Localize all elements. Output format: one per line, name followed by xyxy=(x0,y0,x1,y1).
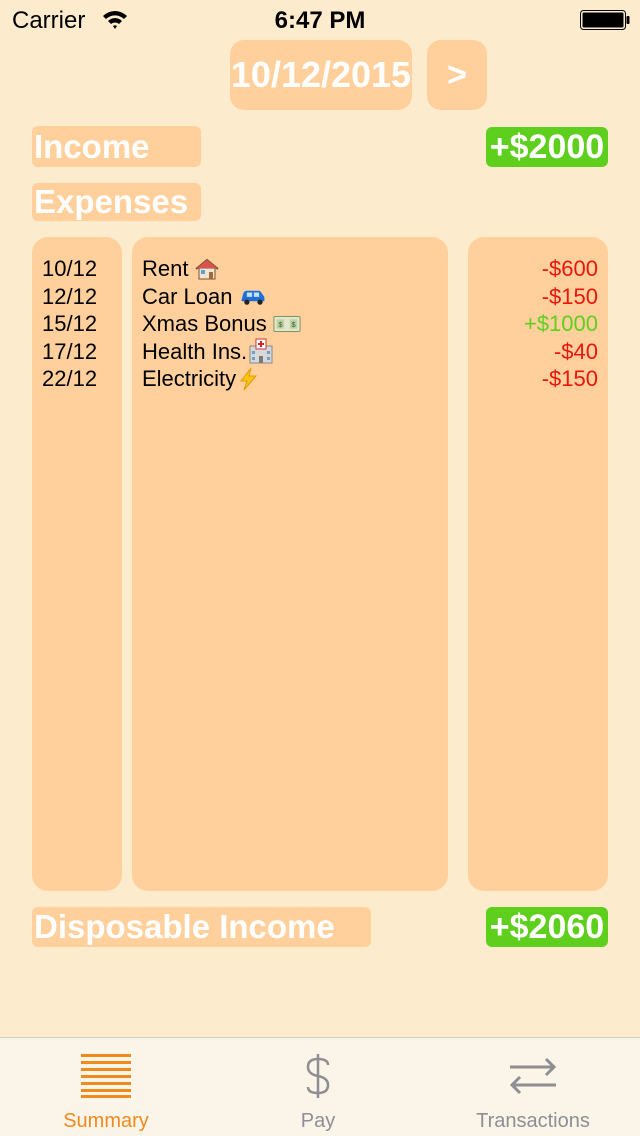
date-display[interactable]: 10/12/2015 xyxy=(230,40,412,110)
income-label: Income xyxy=(32,126,201,167)
tab-transactions[interactable]: Transactions xyxy=(443,1038,623,1136)
expense-amounts-column: -$600 -$150 +$1000 -$40 -$150 xyxy=(468,237,608,891)
tab-summary-label: Summary xyxy=(63,1110,149,1132)
expense-description: Health Ins. xyxy=(142,338,248,364)
house-icon xyxy=(194,257,222,281)
tab-bar: Summary Pay Transactions xyxy=(0,1037,640,1136)
car-icon xyxy=(239,284,267,308)
expenses-label: Expenses xyxy=(32,183,201,221)
list-item[interactable]: Car Loan xyxy=(142,283,448,311)
list-item[interactable]: Rent xyxy=(142,255,448,283)
tab-transactions-label: Transactions xyxy=(476,1110,590,1132)
hospital-icon xyxy=(247,338,275,364)
lightning-icon xyxy=(236,367,264,391)
expense-amount: -$600 xyxy=(541,256,598,281)
expense-date: 15/12 xyxy=(42,311,98,336)
svg-text:$: $ xyxy=(291,320,296,329)
battery-icon xyxy=(580,10,630,30)
expense-date: 10/12 xyxy=(42,256,98,281)
tab-pay-label: Pay xyxy=(300,1110,336,1132)
tab-summary[interactable]: Summary xyxy=(26,1038,186,1136)
expense-description: Electricity xyxy=(142,366,237,391)
expense-date: 17/12 xyxy=(42,338,98,364)
wifi-icon xyxy=(103,11,127,29)
expense-amount: -$40 xyxy=(553,338,598,364)
expense-dates-column: 10/12 12/12 15/12 17/12 22/12 xyxy=(32,237,122,891)
next-date-button[interactable]: > xyxy=(427,40,487,110)
disposable-income-amount: +$2060 xyxy=(486,907,608,947)
list-item[interactable]: Xmas Bonus $ $ xyxy=(142,310,448,338)
expense-descriptions-column: Rent Car Loan Xmas Bonus xyxy=(132,237,448,891)
tab-pay[interactable]: Pay xyxy=(248,1038,388,1136)
expense-amount: +$1000 xyxy=(523,311,598,336)
expense-date: 22/12 xyxy=(42,366,98,391)
money-icon: $ $ xyxy=(273,312,301,336)
income-amount: +$2000 xyxy=(486,127,608,167)
expense-description: Xmas Bonus xyxy=(142,311,267,336)
list-item[interactable]: Electricity xyxy=(142,365,448,393)
carrier-label: Carrier xyxy=(12,7,86,34)
list-item[interactable]: Health Ins. xyxy=(142,338,448,366)
expense-date: 12/12 xyxy=(42,283,98,309)
lines-icon xyxy=(81,1054,131,1098)
svg-text:$: $ xyxy=(278,320,283,329)
swap-arrows-icon xyxy=(509,1057,557,1095)
status-bar: Carrier 6:47 PM xyxy=(0,0,640,40)
dollar-icon xyxy=(306,1054,330,1098)
clock: 6:47 PM xyxy=(274,7,366,34)
expense-amount: -$150 xyxy=(541,366,598,391)
disposable-income-label: Disposable Income xyxy=(32,907,371,947)
expense-description: Car Loan xyxy=(142,283,233,309)
expense-amount: -$150 xyxy=(541,283,598,309)
expense-description: Rent xyxy=(142,256,189,281)
